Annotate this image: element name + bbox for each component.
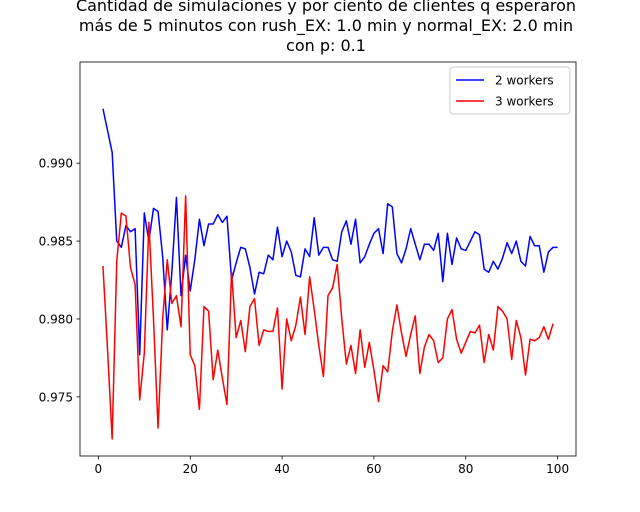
y-tick-label: 0.980	[39, 312, 73, 326]
legend-label-2: 3 workers	[495, 95, 554, 109]
legend-label-1: 2 workers	[495, 74, 554, 88]
chart-title-line-3: con p: 0.1	[286, 36, 366, 55]
y-tick-label: 0.985	[39, 235, 73, 249]
legend-box	[449, 66, 571, 115]
plot-area: 0 20 40 60 80 100 0.975 0.980 0.985 0.990 2 worker…	[39, 61, 577, 476]
x-tick-label: 60	[366, 462, 381, 476]
x-tick-label: 100	[546, 462, 569, 476]
series-line-2	[102, 195, 554, 440]
x-tick-label: 80	[458, 462, 473, 476]
chart-title-line-2: más de 5 minutos con rush_EX: 1.0 min y …	[79, 16, 573, 36]
legend: 2 workers 3 workers	[449, 66, 571, 115]
axes-frame	[79, 61, 577, 457]
y-tick-label: 0.975	[39, 390, 73, 404]
y-tick-label: 0.990	[39, 157, 73, 171]
x-tick-label: 40	[274, 462, 289, 476]
chart-title: Cantidad de simulaciones y por ciento de…	[76, 0, 576, 55]
series-line-1	[102, 108, 558, 356]
x-tick-label: 0	[95, 462, 103, 476]
x-tick-label: 20	[183, 462, 198, 476]
chart-title-line-1: Cantidad de simulaciones y por ciento de…	[76, 0, 576, 15]
